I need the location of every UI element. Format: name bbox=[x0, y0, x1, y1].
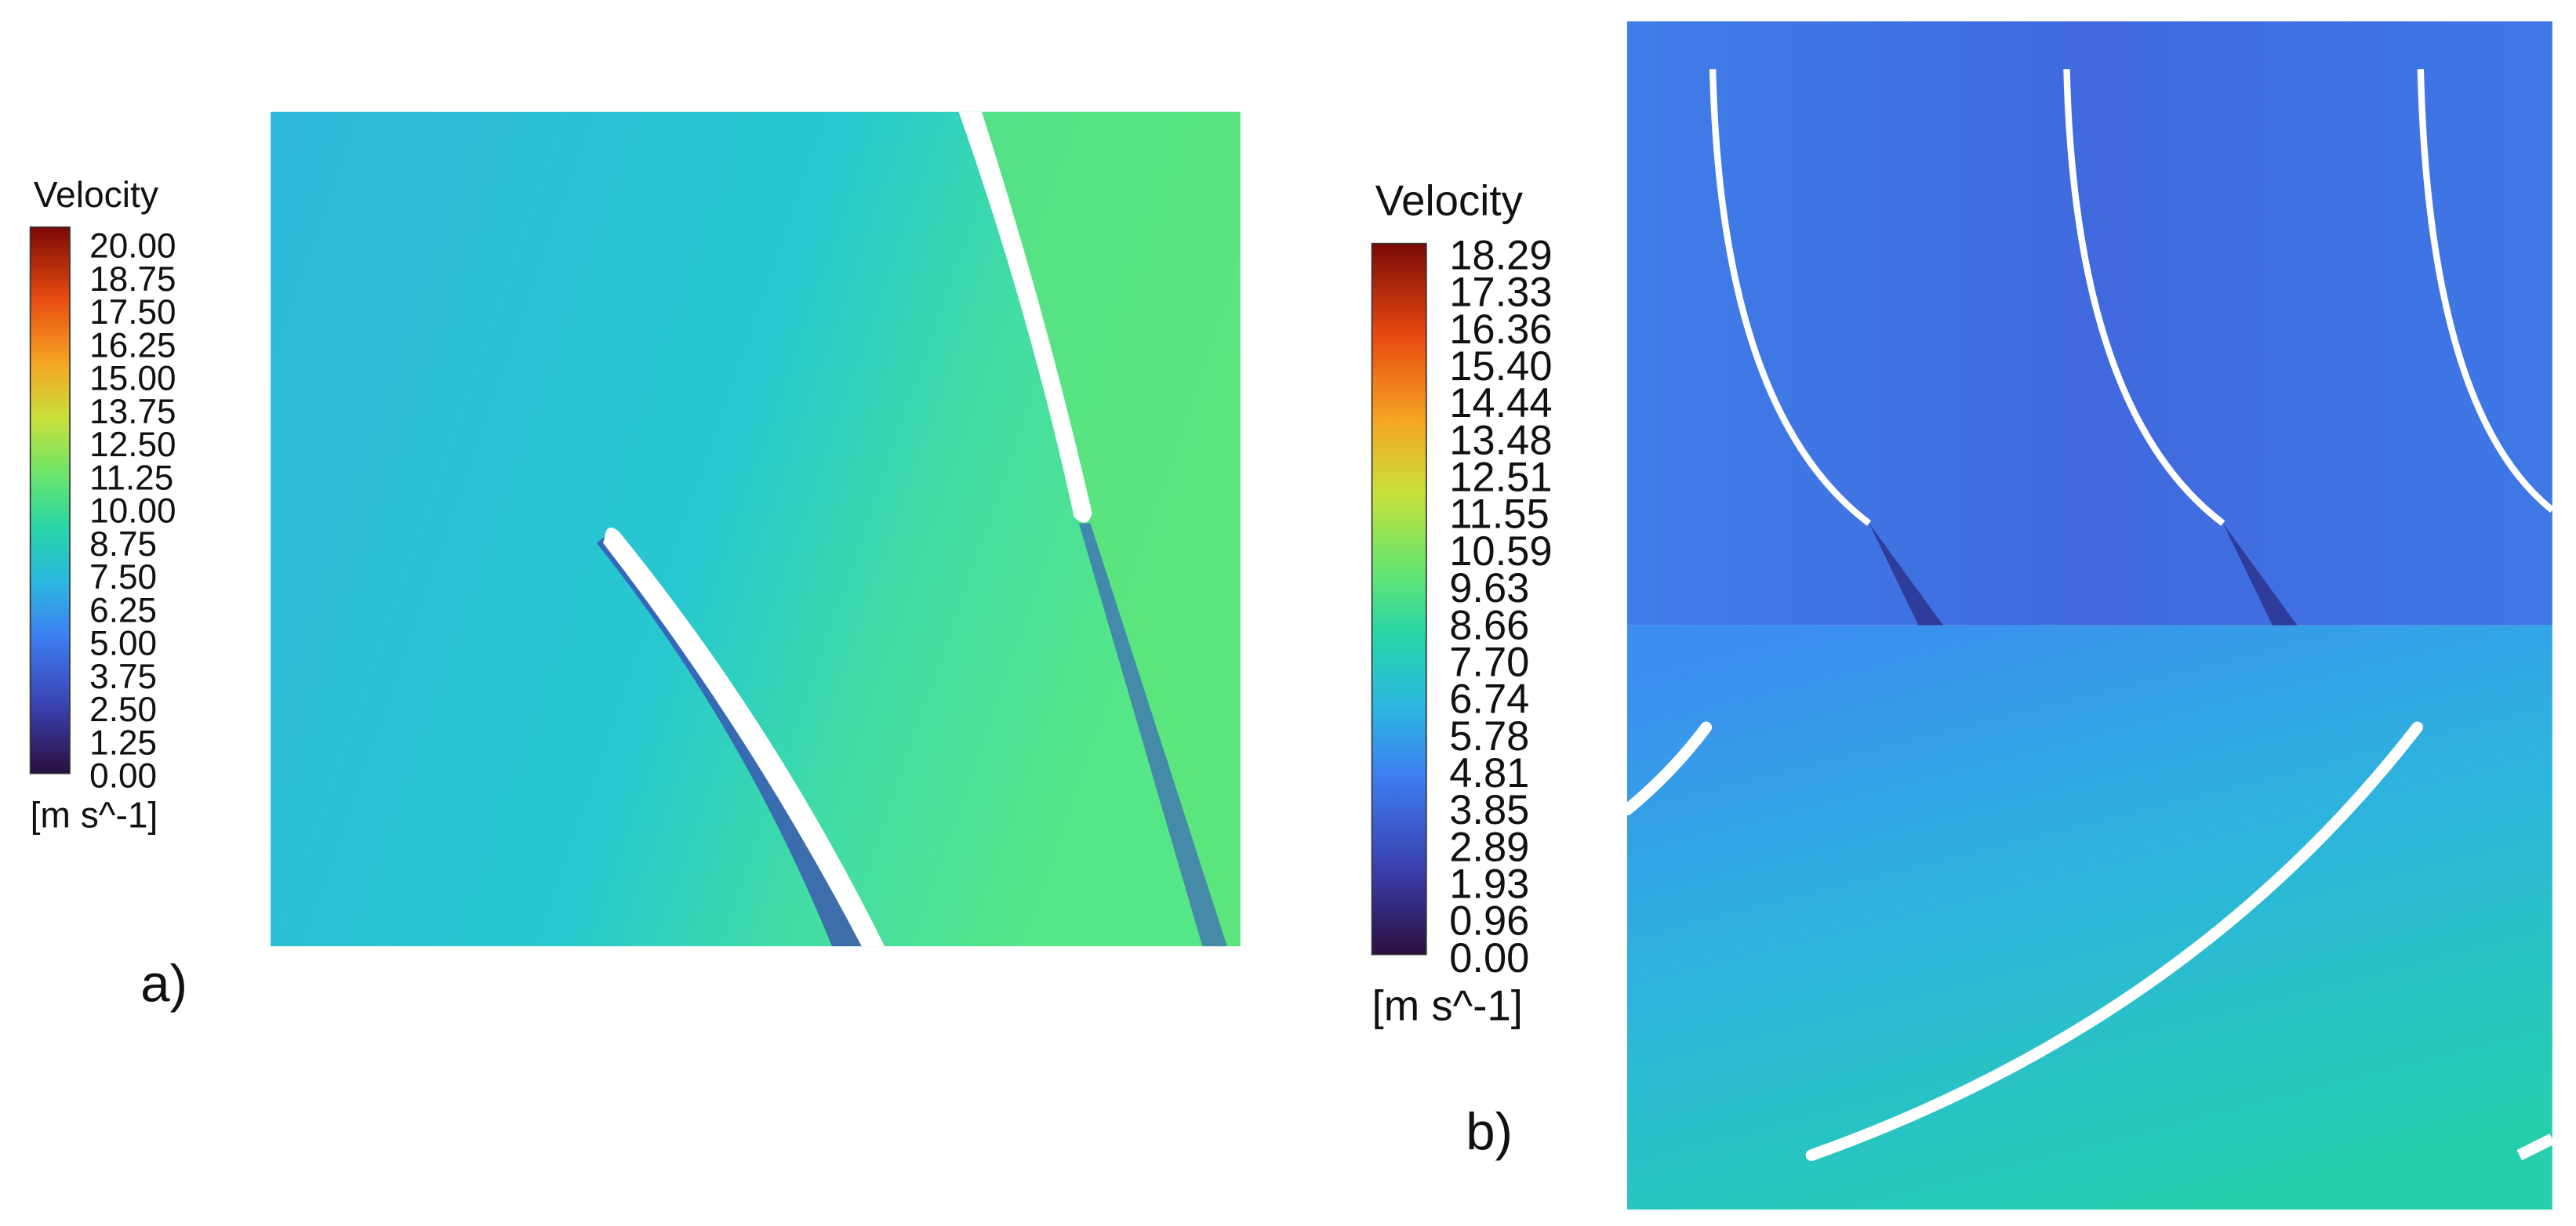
colorbar-tick-label: 8.66 bbox=[1449, 602, 1529, 648]
colorbar-tick-label: 15.40 bbox=[1449, 343, 1552, 390]
blade bbox=[1621, 721, 1713, 816]
colorbar-tick-label: 18.75 bbox=[89, 260, 176, 299]
colorbar-tick-label: 8.75 bbox=[89, 525, 157, 564]
colorbar-tick-label: 2.50 bbox=[89, 691, 157, 729]
panel-label: a) bbox=[140, 954, 187, 1013]
colorbar-tick-label: 5.00 bbox=[89, 625, 157, 663]
colorbar-tick-label: 12.51 bbox=[1449, 455, 1552, 501]
blade bbox=[1805, 721, 2423, 1162]
colorbar-tick-label: 10.00 bbox=[89, 492, 176, 531]
blade bbox=[603, 528, 885, 947]
colorbar-tick-label: 16.36 bbox=[1449, 306, 1552, 353]
colorbar-tick-label: 12.50 bbox=[89, 426, 176, 464]
blade bbox=[1709, 69, 1872, 526]
colorbar-tick-label: 7.70 bbox=[1449, 639, 1529, 685]
colorbar-tick-label: 0.00 bbox=[89, 757, 157, 796]
velocity-field-top bbox=[1626, 21, 2552, 626]
colorbar-tick-label: 9.63 bbox=[1449, 565, 1529, 611]
colorbar-tick-label: 18.29 bbox=[1449, 232, 1552, 278]
colorbar-tick-label: 15.00 bbox=[89, 360, 176, 398]
wake bbox=[1869, 523, 1944, 626]
colorbar-tick-label: 7.50 bbox=[89, 558, 157, 597]
colorbar-tick-label: 14.44 bbox=[1449, 380, 1552, 426]
wake bbox=[1078, 523, 1227, 947]
colorbar-tick-label: 1.93 bbox=[1449, 861, 1529, 908]
colorbar-tick-label: 13.48 bbox=[1449, 417, 1552, 463]
panel-a-field bbox=[271, 111, 1241, 947]
blade bbox=[2516, 1134, 2556, 1161]
colorbar-tick-label: 11.55 bbox=[1449, 491, 1549, 538]
colorbar-tick-label: 6.25 bbox=[89, 591, 157, 629]
colorbar-tick-label: 4.81 bbox=[1449, 750, 1529, 796]
colorbar-tick-label: 6.74 bbox=[1449, 676, 1529, 723]
wake bbox=[596, 529, 865, 947]
colorbar-unit: [m s^-1] bbox=[31, 795, 158, 836]
colorbar-tick-label: 3.75 bbox=[89, 658, 157, 696]
colorbar bbox=[29, 226, 71, 774]
colorbar-tick-label: 11.25 bbox=[89, 459, 173, 497]
high-velocity-region bbox=[975, 111, 1241, 947]
colorbar-title: Velocity bbox=[1375, 177, 1524, 225]
panel-b-field bbox=[1621, 21, 2556, 1210]
panel-label: b) bbox=[1466, 1102, 1513, 1161]
colorbar-tick-label: 10.59 bbox=[1449, 528, 1552, 575]
colorbar-tick-label: 2.89 bbox=[1449, 824, 1529, 870]
colorbar-tick-label: 17.33 bbox=[1449, 270, 1552, 316]
colorbar-tick-label: 16.25 bbox=[89, 326, 176, 365]
velocity-field-bottom bbox=[1626, 625, 2552, 1210]
blade bbox=[2417, 69, 2555, 513]
colorbar-title: Velocity bbox=[34, 174, 158, 215]
wake bbox=[2222, 523, 2298, 626]
colorbar-unit: [m s^-1] bbox=[1372, 981, 1523, 1029]
blade bbox=[958, 111, 1092, 523]
colorbar-tick-label: 13.75 bbox=[89, 393, 176, 431]
colorbar-tick-label: 0.96 bbox=[1449, 898, 1529, 945]
colorbar-tick-label: 5.78 bbox=[1449, 713, 1529, 760]
colorbar-tick-label: 0.00 bbox=[1449, 935, 1529, 981]
colorbar-tick-label: 17.50 bbox=[89, 293, 176, 332]
colorbar-tick-label: 20.00 bbox=[89, 227, 176, 266]
colorbars: Velocity[m s^-1]a)20.0018.7517.5016.2515… bbox=[29, 174, 1553, 1161]
colorbar-tick-label: 1.25 bbox=[89, 724, 157, 762]
colorbar-tick-label: 3.85 bbox=[1449, 787, 1529, 833]
blade bbox=[2063, 69, 2225, 526]
colorbar bbox=[1371, 242, 1427, 956]
